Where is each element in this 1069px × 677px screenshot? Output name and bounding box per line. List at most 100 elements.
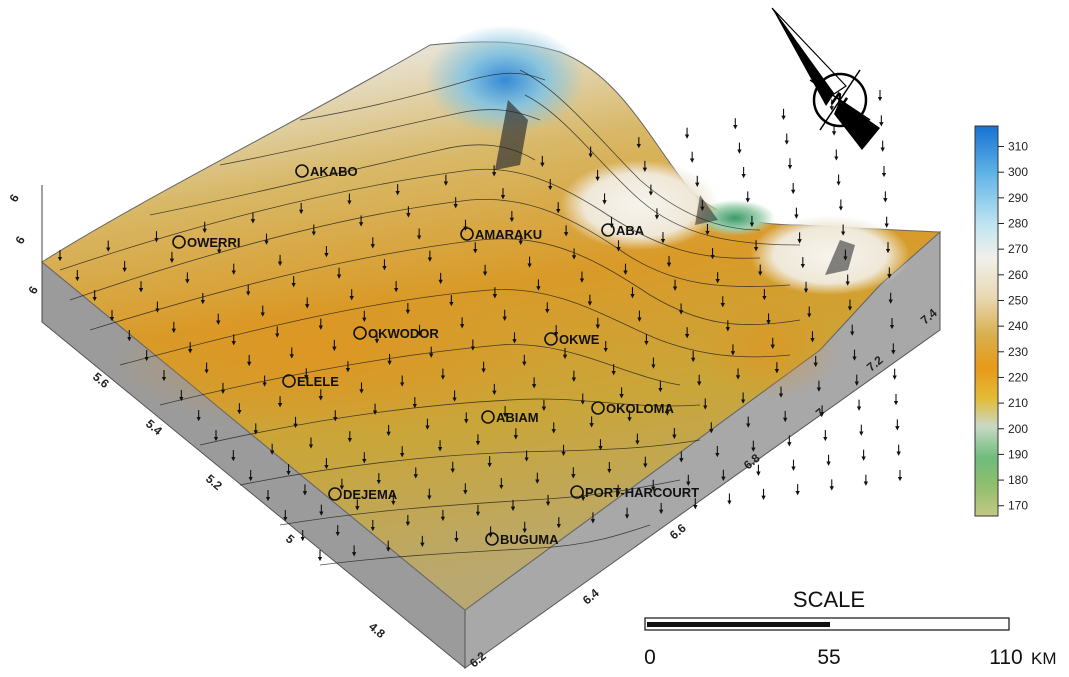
scale-unit: KM [1031,649,1057,668]
town-label: ELELE [297,374,339,389]
town-marker-circle [570,485,584,499]
town-markers: AKABO OWERRI AMARAKU ABA OKWODOR OKWE ELELE ABI… [172,164,699,547]
north-arrow-tail [834,100,880,150]
white-hill [560,160,720,250]
contour-line [279,479,681,526]
town-okoloma: OKOLOMA [591,401,674,416]
contour-line [239,439,701,486]
town-marker-circle [295,164,309,178]
white-hill-right [750,215,910,295]
town-label: OKOLOMA [606,401,674,416]
green-dip [695,200,775,236]
scale-title: SCALE [793,587,865,612]
town-marker-circle [485,532,499,546]
orange-zone-right [700,300,840,400]
colorbar-tick-label: 190 [1008,447,1028,461]
contour-line [59,168,761,271]
colorbar: 310 300 290 280 270 260 250 240 230 220 210 200 190 1… [974,125,1028,517]
contour-line [219,109,541,166]
town-marker-circle [282,374,296,388]
town-label: AMARAKU [475,227,542,242]
colorbar-tick-label: 210 [1008,396,1028,410]
dark-spike-3 [825,240,855,275]
colorbar-tick-label: 260 [1008,268,1028,282]
right-axis-tick-label: 6.4 [580,586,602,608]
colorbar-tick-label: 310 [1008,140,1028,154]
back-axis-tick-label: 6 [12,233,28,246]
town-elele: ELELE [282,374,339,389]
left-axis-tick-label: 5 [283,532,297,547]
town-label: OKWE [559,332,600,347]
town-okwodor: OKWODOR [353,326,439,341]
town-amaraku: AMARAKU [460,227,542,242]
town-okwe: OKWE [544,332,600,347]
north-arrow-needle-light [771,7,847,95]
colorbar-tick-label: 270 [1008,242,1028,256]
contour-lines [59,69,801,566]
colorbar-ramp [974,125,999,517]
colorbar-tick-label: 250 [1008,293,1028,307]
town-marker-circle [591,401,605,415]
contour-line [119,289,791,366]
colorbar-tick-label: 300 [1008,165,1028,179]
town-marker-circle [460,227,474,241]
surface [41,25,942,611]
contour-line [299,72,546,121]
contour-line [69,198,791,301]
town-dejema: DEJEMA [328,487,398,502]
town-label: DEJEMA [343,487,398,502]
contour-line [519,69,761,231]
right-axis-tick-label: 6.6 [667,521,689,543]
contour-line [149,144,536,216]
town-label: OWERRI [187,235,240,250]
colorbar-tick-label: 180 [1008,473,1028,487]
contour-line [199,398,701,446]
town-label: BUGUMA [500,532,559,547]
town-label: ABA [616,223,645,238]
contour-line [89,238,801,331]
town-marker-circle [353,326,367,340]
town-marker-circle [481,410,495,424]
colorbar-tick-label: 200 [1008,422,1028,436]
scale-label-110: 110 [989,646,1022,669]
north-arrow-ring [812,72,868,128]
scale-bar-fill [647,622,830,627]
north-arrow-cross-b [819,69,861,131]
north-arrow-needle-dark [772,8,834,106]
colorbar-tick-label: 220 [1008,370,1028,384]
town-marker-circle [172,235,186,249]
town-buguma: BUGUMA [485,532,559,547]
town-aba: ABA [601,223,645,238]
dark-spike-2 [695,195,718,225]
colorbar-tick-label: 280 [1008,217,1028,231]
colorbar-tick-label: 170 [1008,499,1028,513]
town-marker-circle [544,332,558,346]
left-axis-tick-label: 4.8 [366,620,388,642]
colorbar-tick-label: 240 [1008,319,1028,333]
scale-bar: SCALE 0 55 110 KM [644,587,1056,669]
gradient-arrows [57,90,903,562]
town-label: PORT-HARCOURT [585,485,699,500]
town-marker-circle [328,487,342,501]
town-port-harcourt: PORT-HARCOURT [570,485,699,500]
back-axis-tick-label: 6 [6,191,22,204]
town-owerri: OWERRI [172,235,240,250]
town-label: OKWODOR [368,326,439,341]
colorbar-tick-label: 290 [1008,191,1028,205]
town-abiam: ABIAM [481,410,539,425]
back-axis-ticks: 6 6 6 [6,185,43,322]
town-label: AKABO [310,164,358,179]
colorbar-tick-label: 230 [1008,345,1028,359]
contour-line [524,94,801,246]
north-arrow: N [771,7,880,150]
orange-zone [110,290,550,430]
town-marker-circle [601,223,615,237]
town-akabo: AKABO [295,164,358,179]
town-label: ABIAM [496,410,539,425]
colorbar-ticks: 310 300 290 280 270 260 250 240 230 220 210 200 190 1… [998,140,1028,513]
scale-label-0: 0 [644,646,656,669]
contour-line [319,524,651,566]
scale-label-55: 55 [817,646,840,669]
back-axis-tick-label: 6 [25,283,41,296]
